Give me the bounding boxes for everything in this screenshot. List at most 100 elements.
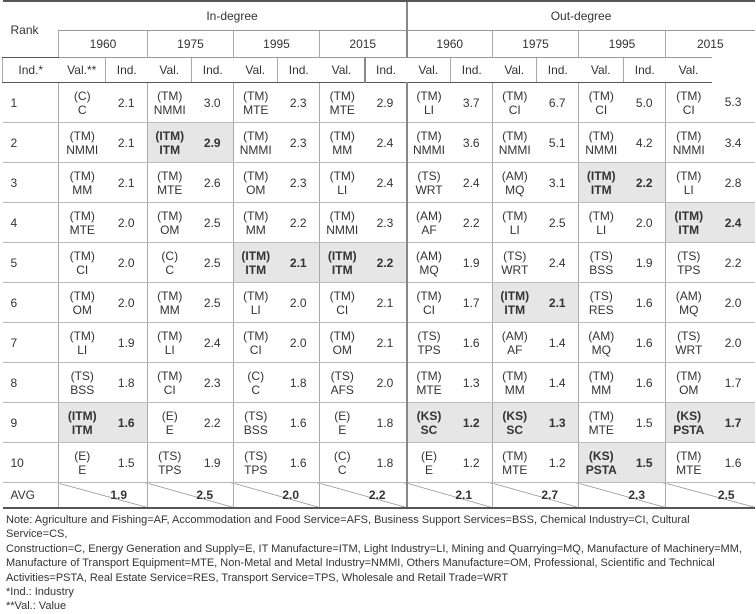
industry-category: (TS): [70, 368, 94, 383]
industry-cell: (TS) WRT: [405, 162, 451, 203]
value-cell: 1.6: [623, 282, 666, 323]
value-cell: 2.5: [536, 202, 579, 243]
industry-abbreviation: MM: [332, 142, 353, 157]
value-cell: 1.3: [536, 402, 579, 443]
average-row: AVG 1.9 2.5 2.0 2.2 2.1 2.7 2.3 2.5: [2, 482, 755, 509]
industry-category: (TM): [416, 368, 442, 383]
industry-category: (TS): [503, 248, 527, 263]
industry-abbreviation: E: [424, 462, 433, 477]
value-cell: 3.0: [191, 82, 234, 123]
industry-cell: (TM) MTE: [405, 362, 451, 403]
rank-cell: 8: [2, 362, 59, 403]
industry-cell: (ITM) ITM: [492, 282, 537, 323]
industry-cell: (TM) OM: [58, 282, 106, 323]
industry-cell: (TM) LI: [58, 322, 106, 363]
industry-abbreviation: LI: [250, 302, 261, 317]
value-cell: 1.8: [105, 362, 148, 403]
industry-cell: (TM) LI: [319, 162, 365, 203]
industry-category: (TS): [330, 368, 354, 383]
industry-abbreviation: NMMI: [672, 142, 705, 157]
industry-category: (TM): [502, 88, 528, 103]
industry-cell: (TM) MTE: [233, 82, 278, 123]
industry-cell: (TM) LI: [492, 202, 537, 243]
value-cell: 2.0: [623, 202, 666, 243]
industry-cell: (KS) SC: [405, 402, 451, 443]
industry-abbreviation: MTE: [157, 182, 183, 197]
industry-category: (TM): [157, 288, 183, 303]
value-cell: 2.3: [277, 82, 320, 123]
value-cell: 5.1: [536, 122, 579, 163]
value-cell: 3.1: [536, 162, 579, 203]
industry-cell: (AM) MQ: [665, 282, 712, 323]
industry-cell: (TM) MM: [233, 202, 278, 243]
value-cell: 1.6: [105, 402, 148, 443]
rank-cell: 1: [2, 82, 59, 123]
industry-column-header: Ind.: [450, 57, 493, 83]
industry-abbreviation: NMMI: [239, 142, 272, 157]
industry-abbreviation: OM: [72, 302, 92, 317]
industry-cell: (TM) MTE: [665, 442, 712, 483]
value-cell: 2.9: [364, 82, 407, 123]
industry-category: (TM): [416, 288, 442, 303]
industry-abbreviation: TPS: [244, 462, 268, 477]
value-cell: 1.4: [536, 362, 579, 403]
industry-category: (TM): [676, 128, 702, 143]
industry-category: (TM): [329, 88, 355, 103]
industry-abbreviation: MTE: [588, 422, 614, 437]
industry-category: (TM): [69, 248, 95, 263]
value-cell: 1.9: [105, 322, 148, 363]
industry-abbreviation: SC: [506, 422, 524, 437]
value-cell: 2.4: [364, 162, 407, 203]
value-cell: 5.0: [623, 82, 666, 123]
note-line: *Ind.: Industry: [6, 586, 74, 599]
value-cell: 2.6: [191, 162, 234, 203]
industry-cell: (TS) WRT: [492, 242, 537, 283]
value-column-header: Val.**: [58, 57, 106, 83]
year-header: 1960: [58, 30, 148, 58]
industry-category: (TS): [589, 248, 613, 263]
industry-abbreviation: ITM: [331, 262, 353, 277]
value-column-header: Val.: [665, 57, 712, 83]
average-value: 2.2: [319, 482, 407, 509]
industry-abbreviation: MM: [72, 182, 93, 197]
degree-ranking-table: Rank In-degree Out-degree 1960 1975 1995 20…: [2, 0, 755, 509]
industry-cell: (TM) MTE: [319, 82, 365, 123]
industry-category: (TM): [329, 128, 355, 143]
industry-cell: (KS) PSTA: [578, 442, 624, 483]
industry-abbreviation: C: [251, 382, 261, 397]
industry-category: (TM): [69, 208, 95, 223]
industry-abbreviation: MQ: [505, 182, 525, 197]
value-cell: 2.5: [191, 242, 234, 283]
industry-abbreviation: RES: [588, 302, 614, 317]
value-cell: 3.6: [450, 122, 493, 163]
industry-abbreviation: C: [337, 462, 347, 477]
industry-category: (AM): [416, 208, 442, 223]
industry-abbreviation: MTE: [329, 102, 355, 117]
value-cell: 2.0: [105, 282, 148, 323]
value-cell: 1.9: [450, 242, 493, 283]
value-cell: 2.4: [711, 202, 755, 243]
industry-category: (TS): [677, 328, 701, 343]
industry-abbreviation: AF: [421, 222, 437, 237]
industry-cell: (ITM) ITM: [665, 202, 712, 243]
industry-category: (TS): [244, 408, 268, 423]
industry-abbreviation: LI: [164, 342, 175, 357]
industry-cell: (AM) MQ: [405, 242, 451, 283]
industry-cell: (TM) LI: [578, 202, 624, 243]
industry-category: (TM): [329, 288, 355, 303]
industry-category: (C): [161, 248, 179, 263]
industry-category: (C): [333, 448, 351, 463]
note-line: Manufacture of Transport Equipment=MTE, …: [6, 557, 715, 570]
industry-cell: (TM) NMMI: [319, 202, 365, 243]
industry-category: (TM): [243, 168, 269, 183]
industry-abbreviation: ITM: [504, 302, 526, 317]
note-line: Note: Agriculture and Fishing=AF, Accomm…: [6, 514, 690, 541]
table-row: 9 (ITM) ITM 1.6 (E) E 2.2 (TS) BSS 1.6 (E) E 1.8 (KS)…: [2, 402, 755, 443]
year-header: 1995: [233, 30, 320, 58]
industry-category: (TM): [588, 368, 614, 383]
average-value: 2.5: [147, 482, 234, 509]
industry-abbreviation: OM: [332, 342, 352, 357]
industry-cell: (TM) LI: [233, 282, 278, 323]
industry-abbreviation: MTE: [69, 222, 95, 237]
